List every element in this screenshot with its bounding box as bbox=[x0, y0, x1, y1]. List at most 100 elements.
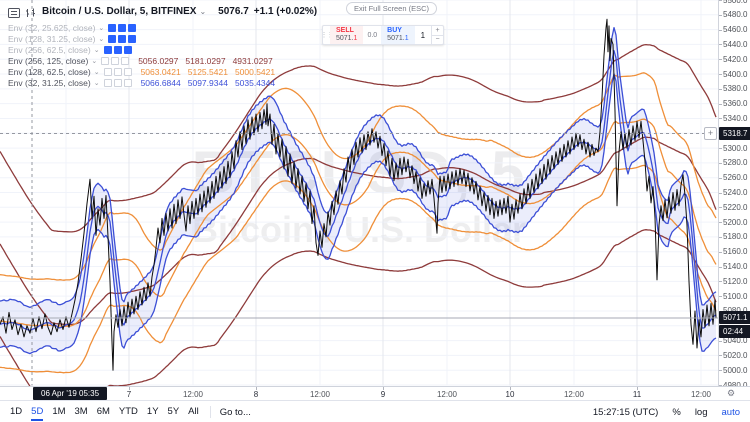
buy-button[interactable]: BUY 5071.1 bbox=[381, 26, 415, 44]
chart-style-icon[interactable] bbox=[25, 6, 37, 18]
indicator-settings-icon[interactable] bbox=[118, 34, 127, 43]
indicator-close-icon[interactable] bbox=[121, 56, 130, 65]
price-line bbox=[0, 18, 717, 371]
indicator-row: Env (32, 31.25, close) ⌄ 5066.6844 5097.934… bbox=[8, 77, 282, 88]
price-axis-tick bbox=[719, 74, 722, 76]
indicator-eye-icon[interactable] bbox=[108, 23, 117, 32]
chart-menu-icon[interactable] bbox=[8, 6, 20, 18]
axis-settings-gear-icon[interactable]: ⚙ bbox=[727, 388, 736, 398]
time-axis-tick bbox=[383, 387, 384, 390]
indicator-close-icon[interactable] bbox=[123, 78, 132, 87]
indicator-close-icon[interactable] bbox=[128, 23, 137, 32]
price-axis-label: 5100.0 bbox=[723, 291, 748, 301]
indicator-caret-icon[interactable]: ⌄ bbox=[93, 46, 100, 54]
range-button-6m[interactable]: 6M bbox=[96, 405, 110, 417]
indicator-label[interactable]: Env (128, 62.5, close) bbox=[8, 66, 91, 77]
toolbar-divider bbox=[209, 406, 211, 418]
range-button-all[interactable]: All bbox=[188, 405, 199, 417]
indicator-label[interactable]: Env (256, 62.5, close) bbox=[8, 44, 91, 55]
price-axis-tick bbox=[719, 355, 722, 357]
time-axis-label: 8 bbox=[253, 390, 259, 399]
indicator-close-icon[interactable] bbox=[123, 45, 132, 54]
indicator-settings-icon[interactable] bbox=[113, 45, 122, 54]
indicator-label[interactable]: Env (256, 125, close) bbox=[8, 55, 89, 66]
price-axis-label: 5040.0 bbox=[723, 336, 748, 346]
time-axis-label: 7 bbox=[126, 390, 132, 399]
price-axis-label: 5120.0 bbox=[723, 276, 748, 286]
indicator-caret-icon[interactable]: ⌄ bbox=[93, 68, 100, 76]
indicator-close-icon[interactable] bbox=[128, 34, 137, 43]
quantity-field[interactable]: 1 bbox=[420, 30, 426, 40]
price-axis-tick bbox=[719, 207, 722, 209]
indicator-caret-icon[interactable]: ⌄ bbox=[98, 24, 105, 32]
indicator-action-icons bbox=[103, 78, 134, 87]
crosshair-time-tag: 06 Apr '19 05:35 bbox=[33, 387, 108, 400]
env256-upper-line bbox=[0, 43, 717, 233]
indicator-eye-icon[interactable] bbox=[108, 34, 117, 43]
bottom-toolbar: 1D 5D 1M 3M 6M YTD 1Y 5Y All Go to... 15:27:15 (… bbox=[0, 400, 750, 422]
buy-label: BUY bbox=[387, 26, 402, 34]
log-scale-button[interactable]: log bbox=[694, 406, 708, 418]
indicator-eye-icon[interactable] bbox=[103, 45, 112, 54]
order-ticket: ⋮⋮ SELL 5071.1 0.0 BUY 5071.1 1 + − bbox=[320, 25, 445, 45]
buy-price-last-digit: 1 bbox=[404, 35, 409, 42]
indicator-row: Env (128, 31.25, close) ⌄ bbox=[8, 33, 282, 44]
indicator-eye-icon[interactable] bbox=[101, 56, 110, 65]
indicator-settings-icon[interactable] bbox=[111, 56, 120, 65]
indicator-settings-icon[interactable] bbox=[113, 78, 122, 87]
price-axis-tick bbox=[719, 59, 722, 61]
indicator-close-icon[interactable] bbox=[123, 67, 132, 76]
indicator-caret-icon[interactable]: ⌄ bbox=[98, 35, 105, 43]
range-button-1d[interactable]: 1D bbox=[10, 405, 23, 417]
price-axis-label: 5300.0 bbox=[723, 143, 748, 153]
range-button-3m[interactable]: 3M bbox=[74, 405, 88, 417]
price-axis-tick bbox=[719, 177, 722, 179]
price-axis-label: 5240.0 bbox=[723, 188, 748, 197]
percent-scale-button[interactable]: % bbox=[672, 406, 681, 418]
header-last-price: 5076.7 bbox=[218, 6, 249, 17]
exit-fullscreen-hint[interactable]: Exit Full Screen (ESC) bbox=[346, 2, 438, 15]
price-axis-tick bbox=[719, 162, 722, 164]
indicator-eye-icon[interactable] bbox=[103, 78, 112, 87]
price-chart-canvas[interactable] bbox=[0, 0, 750, 400]
range-button-ytd[interactable]: YTD bbox=[118, 405, 138, 417]
crosshair-price-tag: 5318.7 bbox=[719, 127, 750, 140]
price-axis-tick bbox=[719, 118, 722, 120]
indicator-label[interactable]: Env (32, 31.25, close) bbox=[8, 77, 91, 88]
sell-button[interactable]: SELL 5071.1 bbox=[330, 26, 364, 44]
goto-button[interactable]: Go to... bbox=[219, 406, 251, 418]
quantity-increase-button[interactable]: + bbox=[432, 26, 444, 36]
price-axis-label: 5280.0 bbox=[723, 158, 748, 168]
indicator-caret-icon[interactable]: ⌄ bbox=[93, 79, 100, 87]
price-axis[interactable]: 5500.0 5480.0 5460.0 5440.0 5420.0 5400.0 5380… bbox=[718, 0, 750, 390]
ticket-drag-handle-icon[interactable]: ⋮⋮ bbox=[320, 32, 334, 39]
range-button-1m[interactable]: 1M bbox=[52, 405, 66, 417]
indicator-settings-icon[interactable] bbox=[118, 23, 127, 32]
quantity-decrease-button[interactable]: − bbox=[435, 36, 440, 44]
add-alert-plus-button[interactable]: + bbox=[704, 127, 717, 140]
price-axis-label: 5360.0 bbox=[723, 99, 748, 109]
indicator-value: 5000.5421 bbox=[234, 66, 276, 77]
range-button-5y[interactable]: 5Y bbox=[167, 405, 180, 417]
symbol-title[interactable]: Bitcoin / U.S. Dollar, 5, BITFINEX bbox=[42, 6, 197, 17]
price-axis-label: 5180.0 bbox=[723, 232, 748, 242]
indicator-label[interactable]: Env (128, 31.25, close) bbox=[8, 33, 96, 44]
indicator-action-icons bbox=[101, 56, 131, 65]
symbol-dropdown-caret-icon[interactable]: ⌄ bbox=[199, 7, 207, 16]
indicator-eye-icon[interactable] bbox=[103, 67, 112, 76]
price-axis-label: 5380.0 bbox=[723, 84, 748, 94]
auto-scale-button[interactable]: auto bbox=[721, 406, 741, 418]
price-axis-tick bbox=[719, 236, 722, 238]
indicator-label[interactable]: Env (32, 25.625, close) bbox=[8, 22, 96, 33]
indicator-settings-icon[interactable] bbox=[113, 67, 122, 76]
plot-area bbox=[0, 18, 717, 386]
env256-basis-line bbox=[0, 136, 717, 326]
indicator-caret-icon[interactable]: ⌄ bbox=[91, 57, 98, 65]
range-button-1y[interactable]: 1Y bbox=[146, 405, 159, 417]
price-axis-label: 5400.0 bbox=[723, 69, 748, 79]
indicator-value: 5097.9344 bbox=[187, 77, 228, 88]
range-button-5d[interactable]: 5D bbox=[31, 404, 44, 421]
clock-utc[interactable]: 15:27:15 (UTC) bbox=[592, 406, 659, 418]
